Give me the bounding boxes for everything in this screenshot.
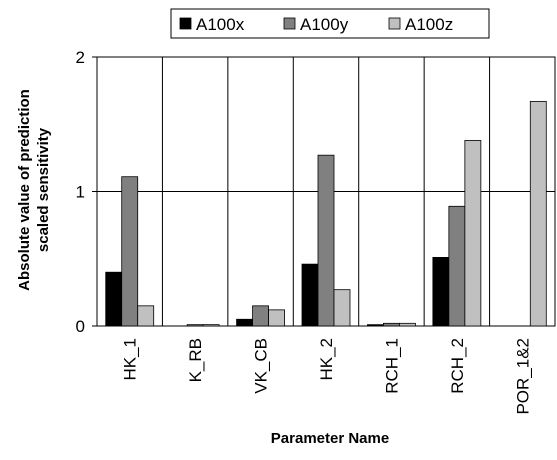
bar-A100z-POR_1&2 bbox=[529, 100, 547, 327]
x-tick-label-por_1&2: POR_1&2 bbox=[513, 338, 532, 415]
y-axis-title-line-2: scaled sensitivity bbox=[35, 127, 52, 252]
y-axis-title-line-1: Absolute value of prediction bbox=[16, 89, 33, 291]
y-tick-label-2: 2 bbox=[76, 48, 85, 67]
legend-swatch-A100y bbox=[283, 17, 296, 30]
bar-A100x-VK_CB bbox=[236, 318, 253, 327]
bar-A100y-RCH_1 bbox=[383, 322, 400, 327]
bar-A100z-HK_1 bbox=[137, 305, 155, 327]
bar-A100y-K_RB bbox=[186, 324, 204, 327]
bar-A100x-RCH_2 bbox=[432, 257, 450, 327]
plot-area bbox=[96, 56, 556, 327]
legend-label-A100y: A100y bbox=[300, 15, 349, 34]
legend-box bbox=[170, 8, 490, 39]
bar-A100z-VK_CB bbox=[268, 309, 285, 327]
bar-A100x-HK_1 bbox=[105, 271, 123, 327]
bar-A100z-HK_2 bbox=[333, 289, 351, 327]
x-axis: HK_1 K_RB VK_CB HK_2 RCH_1 RCH_2 POR_1&2 bbox=[121, 338, 533, 415]
bar-A100y-HK_2 bbox=[317, 154, 335, 327]
x-tick-label-hk_1: HK_1 bbox=[121, 338, 140, 381]
x-tick-label-rch_1: RCH_1 bbox=[382, 338, 401, 394]
x-tick-label-hk_2: HK_2 bbox=[317, 338, 336, 381]
x-tick-label-vk_cb: VK_CB bbox=[252, 338, 271, 394]
x-tick-label-k_rb: K_RB bbox=[186, 338, 205, 382]
y-tick-label-0: 0 bbox=[76, 317, 85, 336]
legend-label-A100z: A100z bbox=[405, 15, 453, 34]
bar-A100z-RCH_2 bbox=[464, 139, 482, 327]
bar-A100x-RCH_1 bbox=[367, 324, 384, 327]
bar-A100x-HK_2 bbox=[301, 263, 319, 327]
legend: A100x A100y A100z bbox=[170, 8, 490, 39]
legend-label-A100x: A100x bbox=[196, 15, 245, 34]
legend-swatch-A100z bbox=[388, 17, 401, 30]
x-tick-label-rch_2: RCH_2 bbox=[448, 338, 467, 394]
bar-A100y-RCH_2 bbox=[448, 205, 466, 327]
x-axis-title: Parameter Name bbox=[271, 430, 389, 447]
bar-A100y-VK_CB bbox=[252, 305, 269, 327]
y-axis: 0 1 2 bbox=[76, 48, 97, 336]
bar-A100z-RCH_1 bbox=[399, 322, 416, 327]
legend-swatch-A100x bbox=[179, 17, 192, 30]
bar-A100y-HK_1 bbox=[121, 176, 139, 327]
bar-A100z-K_RB bbox=[202, 324, 220, 327]
y-tick-label-1: 1 bbox=[76, 183, 85, 202]
